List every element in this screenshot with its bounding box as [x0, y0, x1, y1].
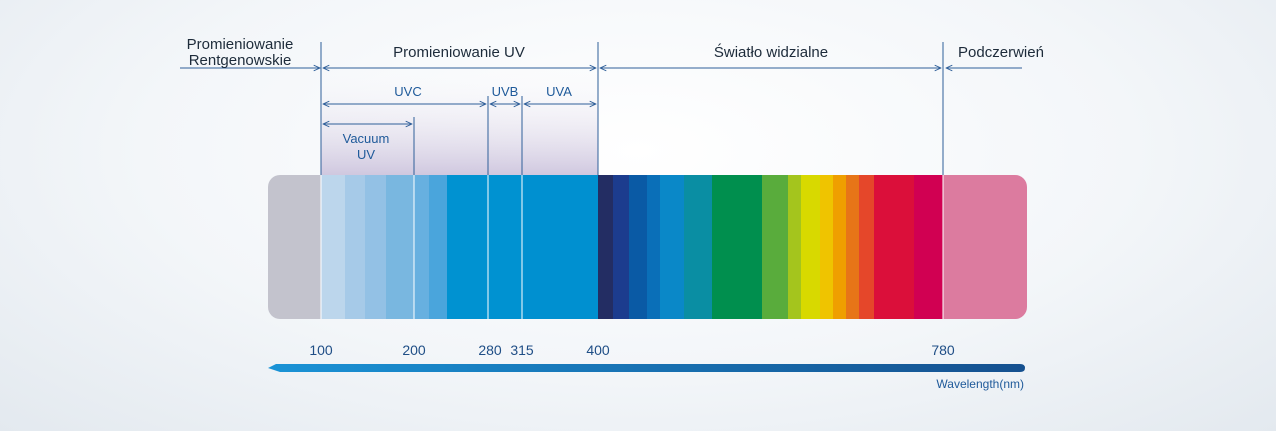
uv-segment: [365, 175, 387, 319]
uva-segment: [522, 175, 599, 319]
uva-label: UVA: [546, 84, 572, 99]
uv-segment: [414, 175, 430, 319]
visible-segment: [859, 175, 875, 319]
vacuum-uv-label-line2: UV: [357, 147, 375, 162]
visible-segment: [712, 175, 763, 319]
uv-segment: [429, 175, 448, 319]
wavelength-unit-label: Wavelength(nm): [936, 377, 1024, 391]
xray-segment: [268, 175, 322, 319]
visible-segment: [801, 175, 821, 319]
vacuum-uv-label: Vacuum: [343, 131, 390, 146]
visible-segment: [874, 175, 915, 319]
infrared-segment: [943, 175, 1027, 319]
uv-segment: [447, 175, 489, 319]
uvc-label: UVC: [394, 84, 421, 99]
uv-segment: [321, 175, 346, 319]
visible-segment: [613, 175, 630, 319]
wavelength-axis-arrow: [268, 364, 1025, 372]
tick-780: 780: [931, 342, 955, 358]
visible-segment: [833, 175, 847, 319]
tick-315: 315: [510, 342, 534, 358]
visible-segment: [846, 175, 860, 319]
tick-400: 400: [586, 342, 610, 358]
tick-200: 200: [402, 342, 426, 358]
visible-segment: [684, 175, 713, 319]
uvb-label: UVB: [492, 84, 519, 99]
visible-segment: [914, 175, 944, 319]
xray-label-line2: Rentgenowskie: [189, 52, 292, 69]
visible-segment: [647, 175, 661, 319]
uv-segment: [345, 175, 366, 319]
uv-segment: [386, 175, 415, 319]
uv-region-background: [321, 62, 598, 175]
tick-280: 280: [478, 342, 502, 358]
spectrum-bar: [268, 175, 1027, 319]
visible-segment: [820, 175, 834, 319]
visible-segment: [598, 175, 614, 319]
uv-label: Promieniowanie UV: [393, 44, 525, 61]
uvb-segment: [488, 175, 523, 319]
visible-label: Światło widzialne: [714, 43, 828, 61]
infrared-label: Podczerwień: [958, 44, 1044, 61]
visible-segment: [629, 175, 648, 319]
visible-segment: [762, 175, 789, 319]
visible-segment: [788, 175, 802, 319]
xray-label: Promieniowanie: [187, 36, 294, 53]
visible-segment: [660, 175, 685, 319]
tick-100: 100: [309, 342, 333, 358]
